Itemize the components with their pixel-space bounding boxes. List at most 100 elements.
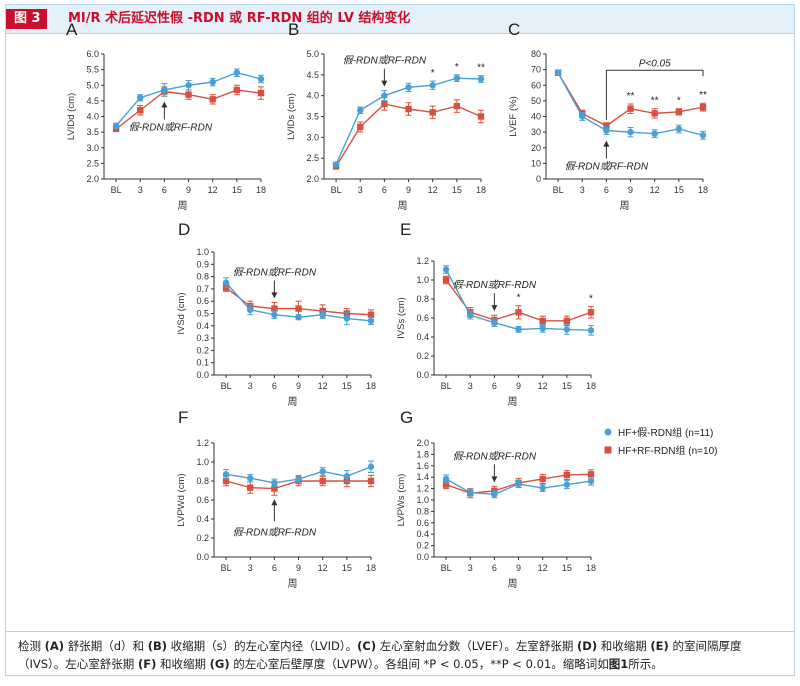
caption-part: 的室间隔厚度（IVS）。左心室舒张期 [18, 639, 742, 671]
legend-label: HF+RF-RDN组 (n=10) [618, 444, 717, 457]
data-point [233, 86, 241, 94]
data-point [539, 317, 546, 325]
data-point [247, 306, 254, 314]
data-point [699, 103, 707, 111]
y-tick-label: 1.6 [416, 461, 429, 471]
y-tick-label: 0.2 [196, 345, 209, 355]
data-point [491, 319, 498, 326]
y-tick-label: 0 [536, 174, 541, 184]
y-tick-label: 2.5 [306, 153, 319, 163]
y-tick-label: 0.0 [416, 370, 429, 380]
data-point [367, 477, 375, 485]
x-tick-label: 12 [650, 185, 660, 195]
x-tick-label: 12 [538, 381, 548, 391]
y-axis-label: LVIDs (cm) [286, 93, 297, 140]
data-point [627, 105, 634, 112]
data-point [233, 69, 241, 76]
y-tick-label: 0.4 [196, 514, 209, 524]
arrow-head [271, 292, 278, 299]
data-point [222, 471, 230, 478]
data-point [367, 317, 375, 325]
x-tick-label: 3 [358, 185, 363, 195]
panel-letter: F [178, 408, 188, 427]
y-tick-label: 0.2 [416, 351, 429, 361]
caption-part: 收缩期（s）的左心室内径（LVID）。 [166, 639, 358, 653]
y-tick-label: 0.2 [196, 533, 209, 543]
annotation-label: 假-RDN或RF-RDN [233, 266, 317, 278]
y-tick-label: 3.0 [306, 132, 319, 142]
data-point [381, 100, 388, 108]
data-point [442, 276, 450, 284]
panel-letter: G [400, 408, 413, 427]
data-point [257, 89, 265, 97]
caption-part: (E) [650, 639, 669, 653]
data-point [554, 69, 562, 76]
x-tick-label: 6 [604, 185, 609, 195]
x-tick-label: 6 [272, 381, 277, 391]
data-point [579, 113, 586, 120]
y-tick-label: 0.8 [196, 272, 209, 282]
chart-panel-e: E 0.0 0.2 0.4 0.6 0.8 1.0 1.2 BL 3 6 9 12 15 18 IVSs (c… [396, 220, 596, 408]
y-tick-label: 2.0 [86, 174, 99, 184]
data-point [137, 94, 144, 101]
arrow-head [491, 305, 498, 312]
data-point [515, 326, 522, 333]
panel-letter: D [178, 220, 190, 239]
y-tick-label: 2.5 [86, 158, 99, 168]
data-point [112, 122, 120, 130]
panel-letter: B [288, 20, 299, 39]
y-tick-label: 0.8 [416, 294, 429, 304]
data-point [442, 266, 450, 273]
y-tick-label: 4.5 [86, 96, 99, 106]
chart-panel-d: D 0.0 0.1 0.2 0.3 0.4 0.5 0.6 0.7 0.8 0.9 1.0 BL 3 6 9 1… [176, 220, 376, 408]
y-tick-label: 6.0 [86, 49, 99, 59]
data-point [477, 113, 485, 120]
data-point [319, 468, 326, 475]
data-point [539, 475, 546, 483]
annotation-label: 假-RDN或RF-RDN [129, 122, 213, 134]
y-tick-label: 5.0 [86, 80, 99, 90]
caption-part: (D) [577, 639, 598, 653]
panel-letter: A [66, 20, 78, 39]
y-tick-label: 3.5 [306, 112, 319, 122]
x-axis-label: 周 [288, 578, 298, 590]
data-point [675, 125, 683, 133]
significance-marker: ** [627, 91, 635, 102]
caption-part: 所示。 [628, 657, 663, 671]
x-tick-label: 6 [492, 563, 497, 573]
x-tick-label: 9 [186, 185, 191, 195]
x-tick-label: 15 [342, 563, 352, 573]
data-point [332, 161, 340, 168]
x-tick-label: BL [441, 563, 452, 573]
data-point [587, 471, 595, 478]
data-point [539, 325, 546, 332]
x-tick-label: 3 [138, 185, 143, 195]
x-axis-label: 周 [508, 578, 518, 590]
y-axis-label: LVPWs (cm) [396, 474, 407, 527]
caption-part: (C) [357, 639, 377, 653]
charts-svg: A 2.0 2.5 3.0 3.5 4.0 4.5 5.0 5.5 6.0 BL 3 6 9 12 15 18 L… [66, 20, 717, 590]
x-tick-label: 9 [406, 185, 411, 195]
y-tick-label: 1.2 [416, 256, 429, 266]
x-tick-label: 6 [272, 563, 277, 573]
caption-part: 和收缩期 [156, 657, 210, 671]
significance-marker: * [431, 68, 435, 79]
significance-marker: * [589, 294, 593, 305]
x-tick-label: 6 [162, 185, 167, 195]
y-tick-label: 1.0 [416, 495, 429, 505]
chart-panel-a: A 2.0 2.5 3.0 3.5 4.0 4.5 5.0 5.5 6.0 BL 3 6 9 12 15 18 L… [66, 20, 266, 212]
data-point [319, 477, 326, 485]
data-point [515, 309, 522, 316]
data-point [699, 132, 707, 139]
x-tick-label: BL [553, 185, 564, 195]
data-point [405, 105, 412, 113]
annotation-label: 假-RDN或RF-RDN [453, 279, 537, 291]
caption-part: 的左心室后壁厚度（LVPW）。各组间 *P < 0.05，**P < 0.01。… [229, 657, 609, 671]
annotation-label: 假-RDN或RF-RDN [453, 450, 537, 462]
x-tick-label: 12 [318, 381, 328, 391]
data-point [319, 311, 326, 318]
data-point [587, 309, 595, 316]
x-tick-label: 15 [342, 381, 352, 391]
data-point [185, 82, 192, 89]
